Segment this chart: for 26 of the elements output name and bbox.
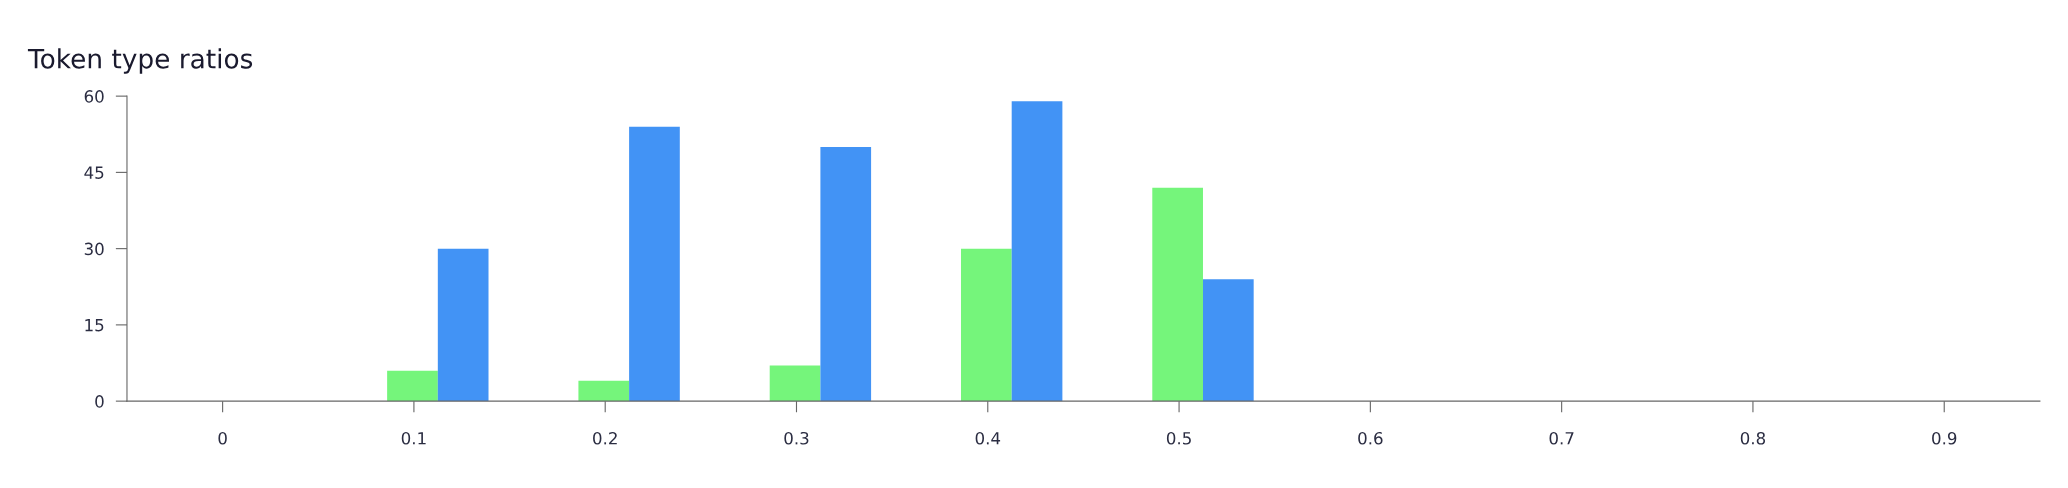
bar — [1011, 101, 1063, 402]
chart-title: Token type ratios — [27, 48, 253, 74]
bar — [578, 380, 630, 402]
bar — [387, 370, 438, 402]
bar — [1152, 187, 1203, 402]
x-tick-label: 0.1 — [401, 431, 426, 445]
y-tick-label: 0 — [95, 395, 104, 408]
bar — [769, 365, 821, 402]
bar — [629, 126, 680, 402]
x-tick-label: 0.7 — [1549, 431, 1574, 445]
x-tick-label: 0.2 — [593, 431, 617, 445]
x-tick-label: 0 — [218, 431, 227, 445]
x-tick-label: 0.9 — [1932, 431, 1957, 445]
x-tick-label: 0.6 — [1358, 431, 1383, 445]
bar — [961, 248, 1012, 402]
x-tick-label: 0.8 — [1740, 431, 1766, 445]
y-tick-label: 60 — [84, 90, 104, 103]
x-tick-label: 0.5 — [1166, 431, 1191, 445]
y-tick-label: 15 — [85, 319, 104, 332]
y-tick-label: 30 — [84, 242, 104, 256]
bar — [437, 248, 489, 402]
x-tick-label: 0.4 — [975, 431, 1001, 445]
bar — [1202, 279, 1254, 402]
y-tick-label: 45 — [84, 166, 104, 179]
x-tick-label: 0.3 — [784, 431, 809, 445]
bar — [820, 146, 872, 402]
